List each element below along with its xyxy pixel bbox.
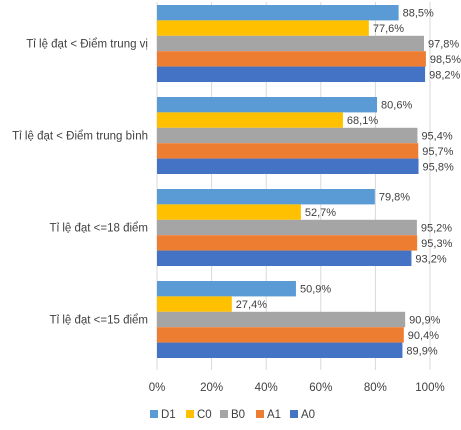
bar-d1	[157, 281, 296, 297]
legend-label: B0	[231, 409, 245, 421]
legend-swatch	[220, 410, 228, 418]
bar-d1	[157, 97, 378, 113]
legend: D1 C0 B0 A1 A0	[150, 409, 315, 421]
x-tick-label: 0%	[149, 382, 166, 394]
legend-swatch	[150, 410, 158, 418]
x-tick-label: 60%	[309, 382, 332, 394]
data-label: 97,8%	[428, 39, 459, 51]
data-label: 98,5%	[430, 54, 461, 66]
data-label: 88,5%	[403, 8, 434, 20]
legend-swatch	[186, 410, 194, 418]
category-label: Tỉ lệ đạt < Điểm trung vị	[26, 39, 148, 51]
bar-a0	[157, 158, 419, 174]
bar-b0	[157, 127, 418, 144]
data-label: 93,2%	[415, 253, 446, 265]
bars: 88,5% 77,6% 97,8% 98,5% 98,2% 80,6%68,1% 95,4%…	[157, 5, 461, 358]
bar-a1	[157, 51, 426, 67]
data-label: 89,9%	[406, 345, 437, 357]
x-tick-label: 20%	[200, 382, 223, 394]
data-label: 77,6%	[373, 23, 404, 35]
bar-a1	[157, 235, 418, 251]
x-tick-label: 80%	[364, 382, 387, 394]
bar-a0	[157, 342, 403, 358]
data-label: 98,2%	[429, 69, 460, 81]
bar-b0	[157, 311, 406, 328]
category-labels: Tỉ lệ đạt < Điểm trung vị Tỉ lệ đạt < Điể…	[12, 39, 148, 327]
data-label: 95,2%	[421, 223, 452, 235]
data-label: 79,8%	[379, 192, 410, 204]
data-label: 68,1%	[347, 115, 378, 127]
data-label: 52,7%	[305, 207, 336, 219]
category-label: Tỉ lệ đạt <=15 điểm	[50, 315, 148, 327]
legend-label: C0	[197, 409, 212, 421]
bar-b0	[157, 35, 424, 52]
data-label: 95,4%	[421, 131, 452, 143]
legend-label: A0	[301, 409, 315, 421]
bar-a0	[157, 250, 412, 266]
bar-c0	[157, 296, 232, 312]
data-label: 27,4%	[236, 299, 267, 311]
legend-swatch	[256, 410, 264, 418]
x-tick-label: 100%	[415, 382, 444, 394]
data-label: 90,4%	[408, 330, 439, 342]
data-label: 90,9%	[409, 315, 440, 327]
bar-a1	[157, 143, 419, 159]
x-tick-label: 40%	[255, 382, 278, 394]
bar-c0	[157, 20, 369, 36]
data-label: 95,8%	[423, 161, 454, 173]
category-label: Tỉ lệ đạt < Điểm trung bình	[12, 131, 148, 143]
data-label: 95,7%	[422, 146, 453, 158]
x-axis-ticks: 0% 20% 40% 60% 80% 100%	[149, 382, 445, 394]
legend-label: A1	[267, 409, 281, 421]
legend-label: D1	[161, 409, 176, 421]
data-label: 95,3%	[421, 238, 452, 250]
legend-swatch	[290, 410, 298, 418]
bar-a0	[157, 66, 426, 82]
bar-d1	[157, 5, 399, 21]
data-label: 50,9%	[300, 284, 331, 296]
bar-c0	[157, 112, 343, 128]
bar-b0	[157, 219, 417, 236]
bar-c0	[157, 204, 301, 220]
bar-d1	[157, 189, 375, 205]
data-label: 80,6%	[381, 100, 412, 112]
category-label: Tỉ lệ đạt <=18 điểm	[50, 223, 148, 235]
bar-a1	[157, 327, 404, 343]
